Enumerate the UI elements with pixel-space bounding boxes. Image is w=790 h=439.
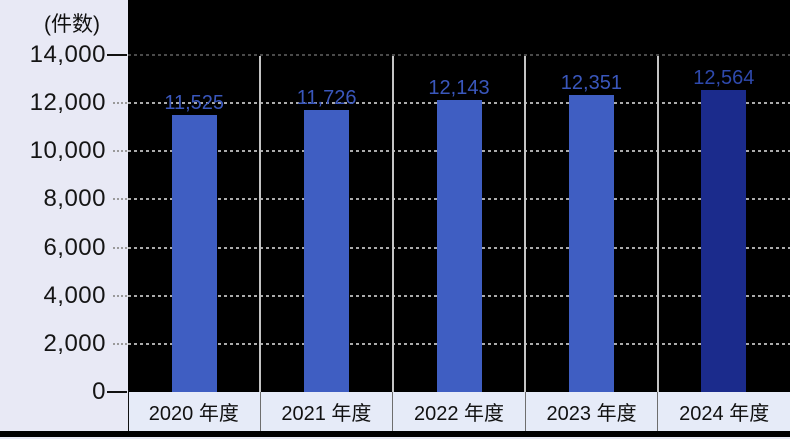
y-axis-unit-label: (件数) bbox=[44, 13, 100, 36]
y-tick-label: 2,000 bbox=[43, 329, 106, 357]
bar-value-label: 11,525 bbox=[164, 91, 225, 114]
gridline bbox=[128, 54, 790, 56]
y-tick-label: 10,000 bbox=[29, 137, 106, 165]
y-tick-label: 8,000 bbox=[43, 185, 106, 213]
category-separator bbox=[524, 56, 527, 392]
y-tick-mark bbox=[113, 102, 127, 105]
x-axis-category-label: 2024 年度 bbox=[657, 392, 790, 431]
bar bbox=[304, 109, 350, 392]
y-tick-mark bbox=[113, 246, 127, 249]
bar bbox=[171, 114, 217, 392]
bottom-border bbox=[0, 431, 790, 437]
category-separator bbox=[259, 56, 262, 392]
y-tick-label: 0 bbox=[92, 378, 106, 405]
plot-area: 11,525 11,726 12,143 12,351 12,564 bbox=[128, 0, 790, 392]
x-axis-category-label: 2022 年度 bbox=[392, 392, 525, 431]
y-tick-label: 6,000 bbox=[43, 233, 106, 261]
x-axis-category-label: 2021 年度 bbox=[259, 392, 393, 431]
y-tick-label: 12,000 bbox=[29, 89, 106, 117]
y-tick-mark bbox=[107, 54, 127, 56]
category-separator bbox=[391, 56, 394, 392]
y-tick-label: 4,000 bbox=[43, 281, 106, 309]
x-axis-band: 2020 年度 2021 年度 2022 年度 2023 年度 2024 年度 bbox=[128, 392, 790, 431]
bar-value-label: 11,726 bbox=[296, 86, 357, 109]
x-axis-line bbox=[128, 390, 129, 431]
category-separator bbox=[656, 56, 659, 392]
bar-value-label: 12,351 bbox=[560, 71, 622, 94]
bar bbox=[436, 99, 482, 392]
x-axis-category-label: 2023 年度 bbox=[524, 392, 658, 431]
bar-value-label: 12,564 bbox=[693, 66, 755, 89]
y-tick-mark bbox=[113, 342, 127, 345]
y-tick-mark bbox=[113, 294, 127, 297]
y-tick-mark bbox=[113, 150, 127, 153]
bar bbox=[701, 89, 747, 392]
bar-value-label: 12,143 bbox=[428, 76, 490, 99]
bar bbox=[568, 94, 614, 392]
x-axis-category-label: 2020 年度 bbox=[148, 403, 239, 425]
y-tick-mark bbox=[113, 198, 127, 201]
y-tick-mark bbox=[107, 391, 127, 393]
y-tick-label: 14,000 bbox=[29, 41, 106, 68]
